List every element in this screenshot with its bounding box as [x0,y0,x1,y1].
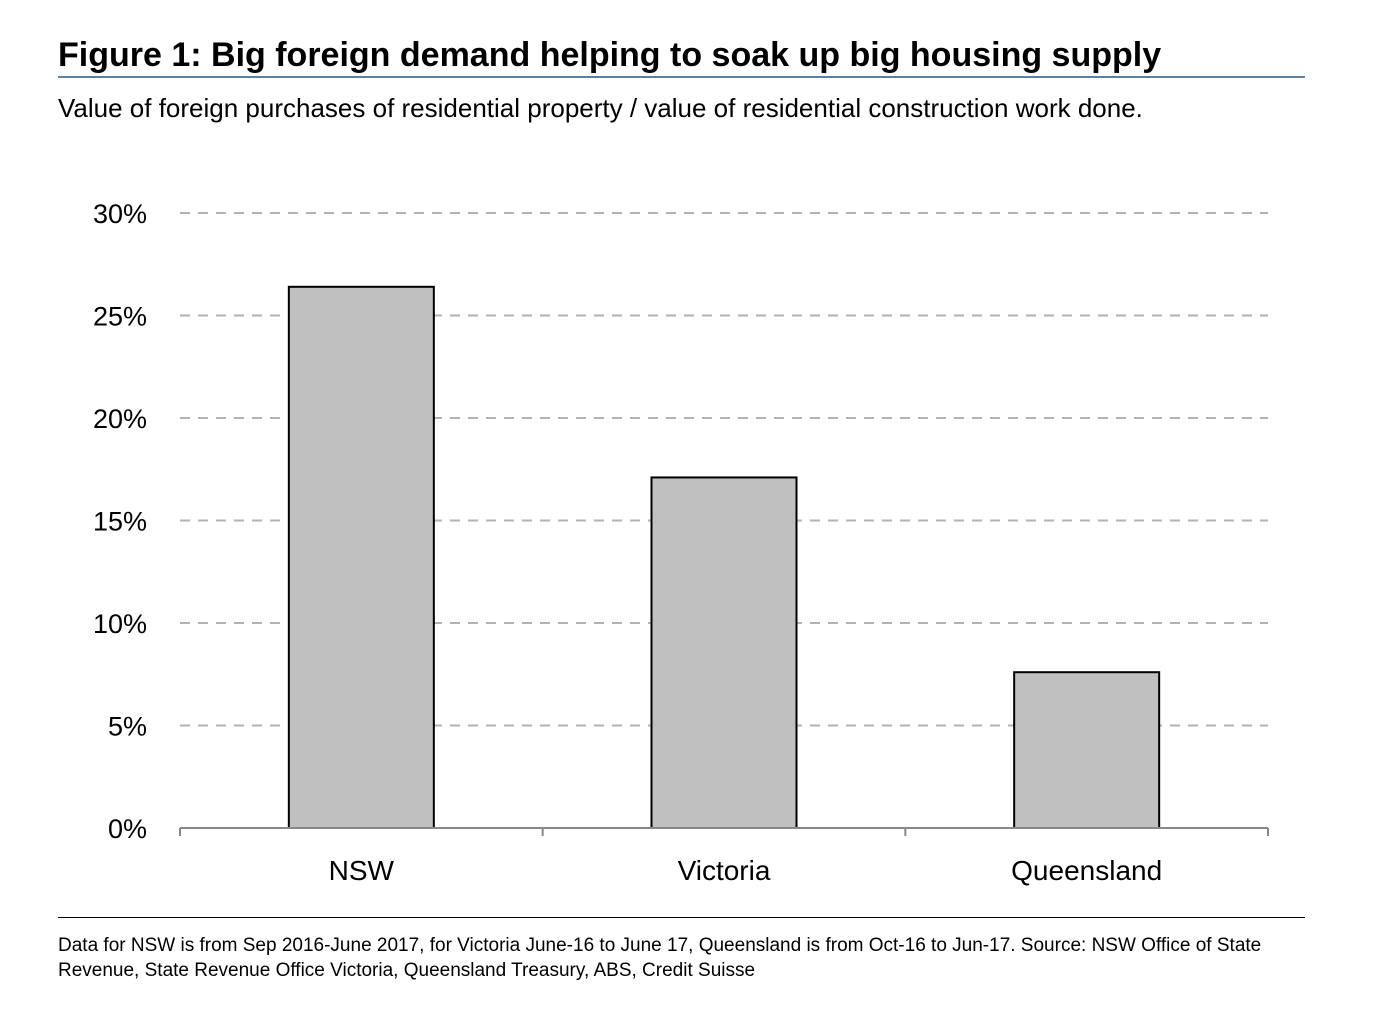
x-tick-label: NSW [329,855,395,886]
title-rule [58,76,1305,78]
bar-queensland [1013,671,1161,830]
chart-subtitle: Value of foreign purchases of residentia… [58,93,1143,123]
x-tick-label: Victoria [678,855,771,886]
y-tick-label: 20% [93,404,147,434]
y-tick-label: 30% [93,199,147,229]
chart-title: Figure 1: Big foreign demand helping to … [58,36,1162,74]
y-tick-label: 25% [93,302,147,332]
footnote: Data for NSW is from Sep 2016-June 2017,… [58,935,1262,981]
y-tick-label: 0% [108,814,147,844]
bar-nsw [287,285,435,829]
y-tick-label: 10% [93,609,147,639]
y-tick-label: 15% [93,507,147,537]
footnote-rule [58,917,1305,918]
bar-victoria [650,476,798,829]
y-tick-label: 5% [108,712,147,742]
x-tick-label: Queensland [1011,855,1162,886]
